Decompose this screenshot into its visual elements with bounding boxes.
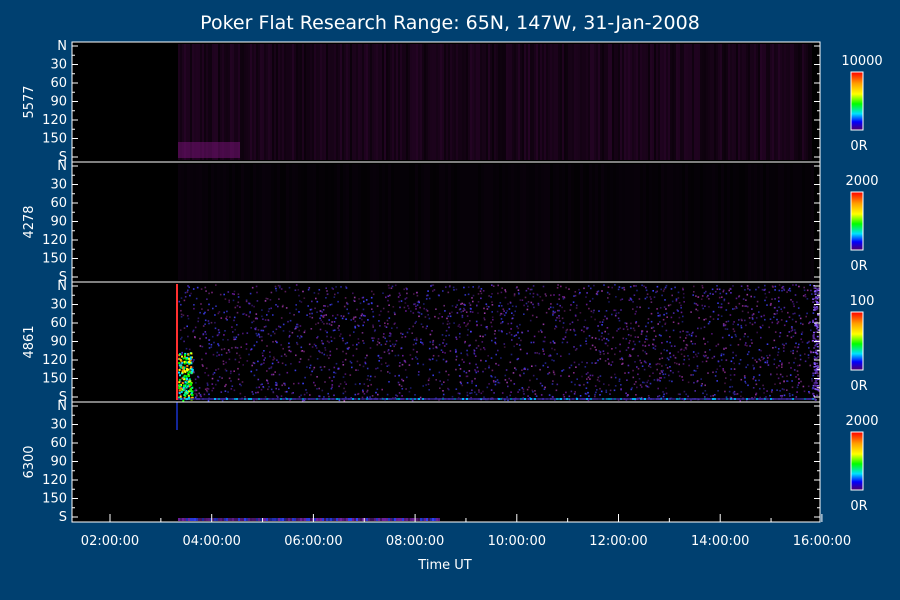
- panel-4278: N 30 60 90 120 150 S 4278 2000 0R: [22, 159, 879, 285]
- panel-intensity-texture: [178, 44, 812, 160]
- colorbar: 100 0R: [850, 294, 875, 394]
- panel-intensity-texture: [176, 284, 820, 402]
- y-tick-label: 30: [50, 58, 67, 73]
- y-tick-label: N: [57, 399, 67, 414]
- panel-label: 4278: [22, 205, 37, 238]
- colorbar: 2000 0R: [845, 174, 878, 274]
- y-tick-label: 30: [50, 298, 67, 313]
- colorbar-min-label: 0R: [850, 259, 867, 274]
- colorbar-max-label: 2000: [845, 414, 878, 429]
- colorbar: 2000 0R: [845, 414, 878, 514]
- panel-intensity-texture: [178, 164, 814, 280]
- colorbar-frame: [850, 311, 864, 371]
- colorbar-max-label: 10000: [841, 54, 882, 69]
- colorbar-max-label: 2000: [845, 174, 878, 189]
- panel-plot-area: [72, 402, 820, 522]
- panel-label: 4861: [22, 325, 37, 358]
- x-tick-label: 14:00:00: [691, 534, 749, 549]
- colorbar-frame: [850, 191, 864, 251]
- y-tick-label: 60: [50, 76, 67, 91]
- panel-6300: N 30 60 90 120 150 S 6300 2000 0R: [22, 399, 879, 525]
- colorbar-frame: [850, 431, 864, 491]
- panel-plot-area: [72, 282, 820, 402]
- chart-title: Poker Flat Research Range: 65N, 147W, 31…: [200, 12, 700, 34]
- x-tick-label: 16:00:00: [793, 534, 851, 549]
- y-tick-label: N: [57, 159, 67, 174]
- y-tick-label: 150: [42, 252, 67, 267]
- y-tick-label: 60: [50, 196, 67, 211]
- y-tick-label: S: [59, 270, 67, 285]
- panel-label: 6300: [22, 445, 37, 478]
- y-tick-label: S: [59, 390, 67, 405]
- y-tick-label: 30: [50, 178, 67, 193]
- x-tick-label: 12:00:00: [589, 534, 647, 549]
- x-axis-label: Time UT: [417, 558, 471, 573]
- y-tick-label: 90: [50, 215, 67, 230]
- y-tick-label: 60: [50, 436, 67, 451]
- y-tick-label: 150: [42, 132, 67, 147]
- colorbar-min-label: 0R: [850, 139, 867, 154]
- colorbar-max-label: 100: [850, 294, 875, 309]
- y-tick-label: 150: [42, 492, 67, 507]
- y-tick-label: N: [57, 39, 67, 54]
- colorbar: 10000 0R: [841, 54, 882, 154]
- panel-5577: N 30 60 90 120 150 S 5577 10000 0R: [22, 39, 883, 165]
- x-tick-label: 08:00:00: [386, 534, 444, 549]
- colorbar-gradient: [851, 192, 863, 250]
- y-tick-label: 150: [42, 372, 67, 387]
- y-tick-label: 120: [42, 233, 67, 248]
- colorbar-min-label: 0R: [850, 499, 867, 514]
- y-tick-label: S: [59, 510, 67, 525]
- y-tick-label: 90: [50, 455, 67, 470]
- colorbar-gradient: [851, 312, 863, 370]
- y-tick-label: N: [57, 279, 67, 294]
- colorbar-min-label: 0R: [850, 379, 867, 394]
- y-tick-label: 120: [42, 353, 67, 368]
- y-tick-label: 60: [50, 316, 67, 331]
- y-tick-label: 120: [42, 473, 67, 488]
- colorbar-gradient: [851, 72, 863, 130]
- colorbar-frame: [850, 71, 864, 131]
- y-tick-label: 120: [42, 113, 67, 128]
- x-tick-label: 02:00:00: [81, 534, 139, 549]
- y-tick-label: S: [59, 150, 67, 165]
- y-tick-label: 90: [50, 335, 67, 350]
- y-tick-label: 90: [50, 95, 67, 110]
- panel-4861: N 30 60 90 120 150 S 4861 100 0R: [22, 279, 874, 405]
- x-tick-label: 04:00:00: [183, 534, 241, 549]
- panel-plot-area: [72, 162, 820, 282]
- panel-label: 5577: [22, 85, 37, 118]
- y-tick-label: 30: [50, 418, 67, 433]
- x-tick-label: 06:00:00: [284, 534, 342, 549]
- x-tick-label: 10:00:00: [488, 534, 546, 549]
- colorbar-gradient: [851, 432, 863, 490]
